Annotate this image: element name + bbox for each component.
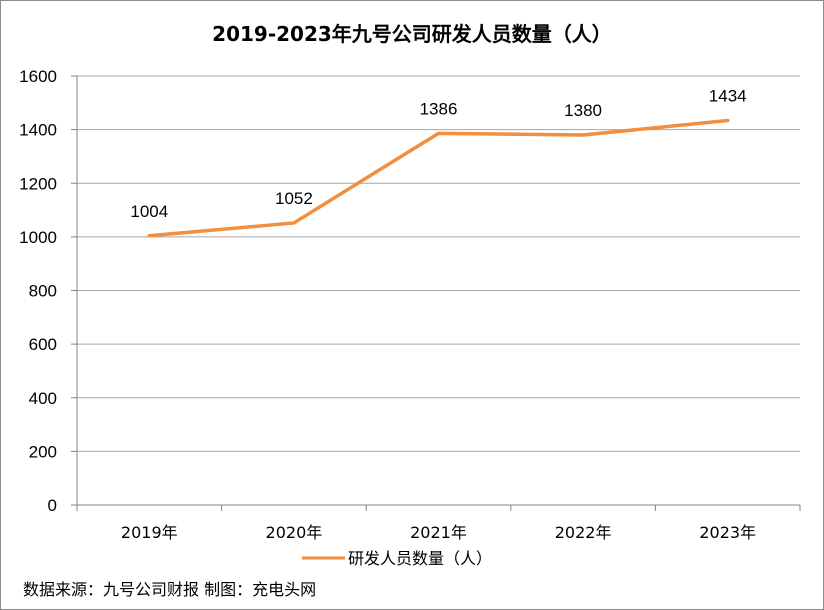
y-tick-label: 800 bbox=[29, 282, 57, 301]
legend-label: 研发人员数量（人） bbox=[348, 549, 492, 568]
chart-title: 2019-2023年九号公司研发人员数量（人） bbox=[212, 22, 612, 46]
data-point bbox=[147, 234, 151, 238]
data-label: 1004 bbox=[130, 202, 168, 221]
data-label: 1434 bbox=[709, 87, 747, 106]
x-axis-ticks: 2019年 2020年 2021年 2022年 2023年 bbox=[121, 523, 756, 542]
x-tick-label: 2023年 bbox=[699, 523, 756, 542]
data-label: 1052 bbox=[275, 189, 313, 208]
data-labels: 1004 1052 1386 1380 1434 bbox=[130, 87, 746, 221]
axes bbox=[71, 75, 801, 511]
y-tick-label: 600 bbox=[29, 335, 57, 354]
legend: 研发人员数量（人） bbox=[302, 549, 492, 568]
series-lines bbox=[147, 118, 730, 238]
source-note: 数据来源：九号公司财报 制图：充电头网 bbox=[23, 580, 317, 599]
data-point bbox=[726, 119, 730, 123]
x-tick-label: 2020年 bbox=[266, 523, 323, 542]
series-line bbox=[147, 118, 730, 238]
data-label: 1386 bbox=[420, 99, 458, 118]
data-point bbox=[581, 133, 585, 137]
y-tick-label: 1000 bbox=[19, 228, 57, 247]
data-point bbox=[437, 131, 440, 135]
y-tick-label: 1600 bbox=[19, 67, 57, 86]
x-tick-label: 2019年 bbox=[121, 523, 178, 542]
y-tick-label: 1200 bbox=[19, 174, 57, 193]
data-label: 1380 bbox=[564, 101, 602, 120]
y-tick-label: 400 bbox=[29, 389, 57, 408]
y-tick-label: 1400 bbox=[19, 121, 57, 140]
gridlines bbox=[77, 75, 800, 452]
y-axis-ticks: 0 200 400 600 800 1000 1200 1400 1600 bbox=[19, 67, 57, 515]
x-tick-label: 2022年 bbox=[555, 523, 612, 542]
y-tick-label: 0 bbox=[48, 496, 57, 515]
data-point bbox=[292, 221, 296, 225]
x-tick-label: 2021年 bbox=[410, 523, 467, 542]
y-tick-label: 200 bbox=[29, 442, 57, 461]
